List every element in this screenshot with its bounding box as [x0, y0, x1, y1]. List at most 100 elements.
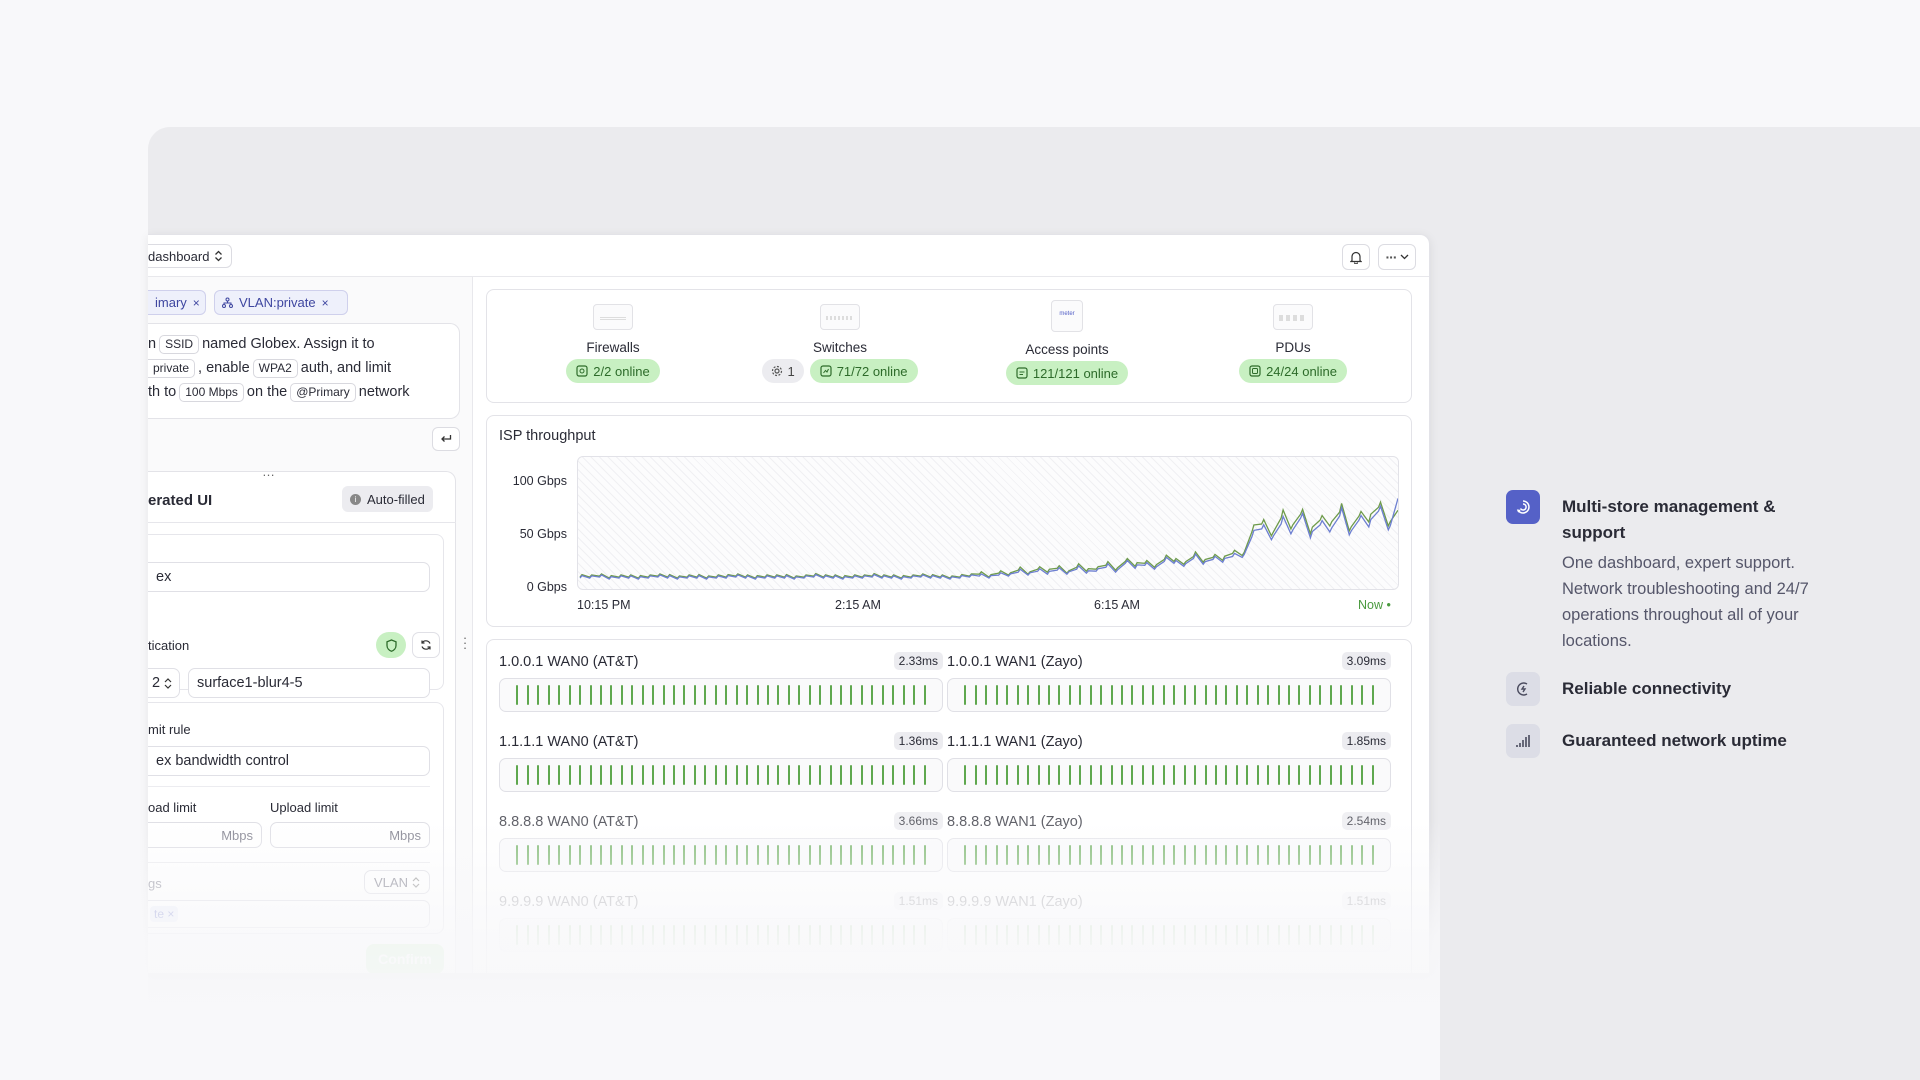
status-badge: 71/72 online	[809, 359, 918, 383]
latency-bar	[947, 918, 1391, 952]
firewall-icon	[593, 304, 633, 330]
ssid-name-field[interactable]: ex	[148, 562, 430, 592]
latency-bar	[499, 918, 943, 952]
prompt-text: network	[358, 384, 410, 400]
series-line-0	[579, 500, 1398, 579]
tag-chip[interactable]: te ×	[150, 906, 179, 922]
latency-row[interactable]: 1.1.1.1 WAN0 (AT&T) 1.36ms	[499, 732, 943, 794]
autofilled-label: Auto-filled	[367, 491, 425, 507]
chevron-updown-icon	[164, 677, 172, 689]
dashboard-dropdown[interactable]: dashboard	[148, 244, 233, 268]
rate-limit-name-field[interactable]: ex bandwidth control	[148, 746, 430, 776]
rate-limit-label: mit rule	[148, 722, 191, 737]
x-tick-label: 2:15 AM	[835, 598, 881, 612]
auth-select[interactable]: 2	[148, 668, 180, 698]
main-content: Firewalls 2/2 online Switches 1 71/72 on…	[486, 277, 1429, 973]
device-name: Firewalls	[586, 340, 640, 355]
isp-throughput-card: ISP throughput 100 Gbps 50 Gbps 0 Gbps 1…	[486, 415, 1412, 627]
auth-passphrase-field[interactable]: surface1-blur4-5	[188, 668, 430, 698]
download-limit-field[interactable]: Mbps	[148, 822, 262, 848]
prompt-text: , enable	[198, 360, 250, 376]
latency-row[interactable]: 9.9.9.9 WAN0 (AT&T) 1.51ms	[499, 892, 943, 954]
status-text: 2/2 online	[593, 363, 650, 379]
drag-handle[interactable]: …	[262, 464, 275, 479]
latency-bar	[947, 758, 1391, 792]
throughput-chart	[579, 498, 1398, 580]
chevron-updown-icon	[215, 250, 223, 262]
submit-button[interactable]	[432, 427, 460, 451]
close-icon[interactable]: ×	[192, 295, 200, 310]
latency-value: 3.66ms	[893, 812, 943, 830]
status-badge: 24/24 online	[1239, 359, 1347, 383]
y-tick-label: 50 Gbps	[519, 527, 567, 541]
resize-handle[interactable]: · · ·	[462, 630, 468, 655]
now-label: Now •	[1358, 598, 1391, 612]
auth-passphrase-value: surface1-blur4-5	[197, 675, 303, 691]
latency-bar	[499, 678, 943, 712]
rate-limit-name-value: ex bandwidth control	[156, 753, 289, 769]
ssid-name-value: ex	[156, 569, 172, 585]
shield-icon	[385, 638, 397, 652]
latency-row[interactable]: 8.8.8.8 WAN0 (AT&T) 3.66ms	[499, 812, 943, 874]
info-icon: i	[350, 493, 361, 505]
device-icon	[820, 365, 832, 377]
device-switches[interactable]: Switches 1 71/72 online	[740, 304, 940, 383]
latency-value: 3.09ms	[1341, 652, 1391, 670]
tags-label: gs	[148, 876, 162, 891]
filter-chip-primary[interactable]: imary ×	[148, 290, 206, 315]
filter-chip-vlan[interactable]: VLAN:private ×	[214, 290, 348, 315]
prompt-text: n	[148, 336, 157, 352]
refresh-button[interactable]	[412, 632, 440, 658]
latency-value: 1.51ms	[1341, 892, 1391, 910]
alert-badge: 1	[762, 359, 804, 383]
prompt-box[interactable]: n SSID named Globex. Assign it to private,…	[148, 323, 460, 419]
auth-select-value: 2	[152, 675, 161, 691]
vlan-select[interactable]: VLAN	[364, 870, 430, 894]
prompt-text: th to	[148, 384, 177, 400]
store-support-icon	[1506, 490, 1540, 524]
latency-row[interactable]: 9.9.9.9 WAN1 (Zayo) 1.51ms	[947, 892, 1391, 954]
device-icon	[576, 365, 588, 377]
device-pdus[interactable]: PDUs 24/24 online	[1193, 304, 1393, 383]
latency-row[interactable]: 1.0.0.1 WAN1 (Zayo) 3.09ms	[947, 652, 1391, 714]
download-limit-label: oad limit	[148, 800, 197, 815]
notifications-button[interactable]	[1342, 244, 1370, 270]
shield-toggle[interactable]	[376, 632, 406, 658]
latency-target: 1.1.1.1 WAN1 (Zayo)	[947, 734, 1083, 750]
feature-title: Multi-store management & support	[1562, 497, 1776, 542]
latency-value: 2.54ms	[1341, 812, 1391, 830]
latency-target: 1.1.1.1 WAN0 (AT&T)	[499, 734, 639, 750]
latency-row[interactable]: 1.0.0.1 WAN0 (AT&T) 2.33ms	[499, 652, 943, 714]
device-name: PDUs	[1275, 340, 1311, 355]
latency-target: 8.8.8.8 WAN0 (AT&T)	[499, 814, 639, 830]
device-firewalls[interactable]: Firewalls 2/2 online	[513, 304, 713, 383]
prompt-tag: WPA2	[252, 359, 298, 378]
unit-label: Mbps	[389, 827, 421, 843]
top-bar: dashboard ···	[148, 235, 1429, 277]
upload-limit-field[interactable]: Mbps	[270, 822, 430, 848]
latency-value: 1.85ms	[1341, 732, 1391, 750]
more-menu-button[interactable]: ···	[1378, 244, 1416, 270]
y-tick-label: 0 Gbps	[526, 580, 567, 594]
close-icon[interactable]: ×	[321, 295, 329, 310]
latency-bar	[947, 838, 1391, 872]
tags-field[interactable]: te ×	[148, 900, 430, 928]
status-text: 24/24 online	[1266, 363, 1337, 379]
confirm-button[interactable]: Confirm	[366, 944, 444, 973]
latency-value: 2.33ms	[893, 652, 943, 670]
status-text: 71/72 online	[836, 363, 908, 379]
latency-target: 1.0.0.1 WAN0 (AT&T)	[499, 654, 639, 670]
chart-title: ISP throughput	[499, 428, 596, 444]
signal-bars-icon	[1506, 724, 1540, 758]
connectivity-icon	[1506, 672, 1540, 706]
latency-target: 9.9.9.9 WAN1 (Zayo)	[947, 894, 1083, 910]
latency-row[interactable]: 8.8.8.8 WAN1 (Zayo) 2.54ms	[947, 812, 1391, 874]
alert-count: 1	[787, 363, 795, 379]
chevron-updown-icon	[412, 876, 420, 888]
device-name: Switches	[812, 340, 868, 355]
device-access-points[interactable]: meter Access points 121/121 online	[967, 300, 1167, 385]
latency-row[interactable]: 1.1.1.1 WAN1 (Zayo) 1.85ms	[947, 732, 1391, 794]
upload-limit-label: Upload limit	[270, 800, 338, 815]
bell-icon	[1350, 251, 1362, 264]
pdu-icon	[1273, 304, 1313, 330]
